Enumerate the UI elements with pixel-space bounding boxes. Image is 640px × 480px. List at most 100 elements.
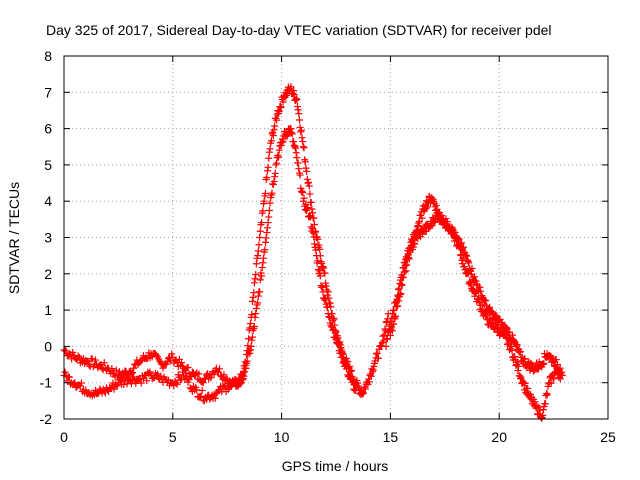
data-point — [256, 233, 264, 241]
data-point — [377, 342, 385, 350]
data-point — [271, 169, 279, 177]
data-point — [517, 373, 525, 381]
data-point — [69, 348, 77, 356]
data-point — [464, 257, 472, 265]
data-point — [260, 197, 268, 205]
data-point — [277, 104, 285, 112]
data-point — [272, 161, 280, 169]
data-point — [110, 370, 118, 378]
data-point — [382, 342, 390, 350]
data-point — [459, 255, 467, 263]
data-point — [397, 281, 405, 289]
data-point — [312, 246, 320, 254]
data-point — [382, 318, 390, 326]
data-point — [306, 212, 314, 220]
data-point — [88, 355, 96, 363]
data-point — [244, 342, 252, 350]
data-point — [109, 369, 117, 377]
data-point — [256, 227, 264, 235]
data-point — [235, 380, 243, 388]
data-point — [402, 267, 410, 275]
data-point — [295, 110, 303, 118]
data-point — [267, 137, 275, 145]
data-point — [343, 362, 351, 370]
data-point — [292, 149, 300, 157]
data-point — [338, 349, 346, 357]
data-point — [292, 95, 300, 103]
data-point — [314, 235, 322, 243]
data-point — [465, 259, 473, 267]
data-point — [137, 379, 145, 387]
data-point — [359, 390, 367, 398]
data-point — [405, 255, 413, 263]
data-point — [298, 187, 306, 195]
data-point — [248, 336, 256, 344]
data-point — [279, 137, 287, 145]
data-point — [254, 292, 262, 300]
data-point — [295, 116, 303, 124]
data-point — [521, 380, 529, 388]
data-point — [325, 313, 333, 321]
data-point — [265, 206, 273, 214]
data-point — [273, 116, 281, 124]
grid-lines — [64, 56, 608, 419]
data-point — [442, 215, 450, 223]
data-point — [263, 173, 271, 181]
data-point — [308, 225, 316, 233]
data-point — [252, 305, 260, 313]
data-point — [242, 364, 250, 372]
y-tick-label: -1 — [40, 375, 53, 391]
data-point — [248, 297, 256, 305]
data-point — [390, 306, 398, 314]
data-point — [275, 107, 283, 115]
data-point — [268, 189, 276, 197]
data-point — [261, 189, 269, 197]
data-point — [248, 333, 256, 341]
data-point — [292, 96, 300, 104]
data-point — [321, 269, 329, 277]
data-point — [550, 374, 558, 382]
y-tick-label: 2 — [44, 266, 52, 282]
data-point — [130, 364, 138, 372]
data-point — [401, 268, 409, 276]
x-tick-label: 20 — [491, 429, 507, 445]
data-point — [369, 366, 377, 374]
data-point — [250, 322, 258, 330]
x-tick-label: 10 — [274, 429, 290, 445]
data-point — [398, 281, 406, 289]
data-point — [482, 296, 490, 304]
data-point — [476, 283, 484, 291]
data-point — [488, 308, 496, 316]
data-point — [395, 284, 403, 292]
data-point — [246, 346, 254, 354]
data-point — [305, 178, 313, 186]
data-point — [380, 331, 388, 339]
data-point — [316, 245, 324, 253]
data-point — [350, 381, 358, 389]
data-point — [415, 219, 423, 227]
data-point — [92, 356, 100, 364]
y-tick-label: 3 — [44, 230, 52, 246]
data-point — [143, 377, 151, 385]
data-point — [379, 332, 387, 340]
data-point — [366, 372, 374, 380]
data-point — [303, 175, 311, 183]
data-point — [303, 204, 311, 212]
data-point — [386, 332, 394, 340]
data-point — [299, 138, 307, 146]
data-point — [514, 367, 522, 375]
data-point — [265, 148, 273, 156]
data-point — [264, 219, 272, 227]
data-point — [329, 314, 337, 322]
data-point — [322, 294, 330, 302]
data-point — [292, 144, 300, 152]
y-tick-label: 7 — [44, 84, 52, 100]
data-point — [320, 264, 328, 272]
data-point — [359, 389, 367, 397]
data-point — [293, 103, 301, 111]
data-point — [245, 335, 253, 343]
data-point — [295, 165, 303, 173]
data-point — [250, 289, 258, 297]
data-point — [297, 126, 305, 134]
data-point — [493, 312, 501, 320]
